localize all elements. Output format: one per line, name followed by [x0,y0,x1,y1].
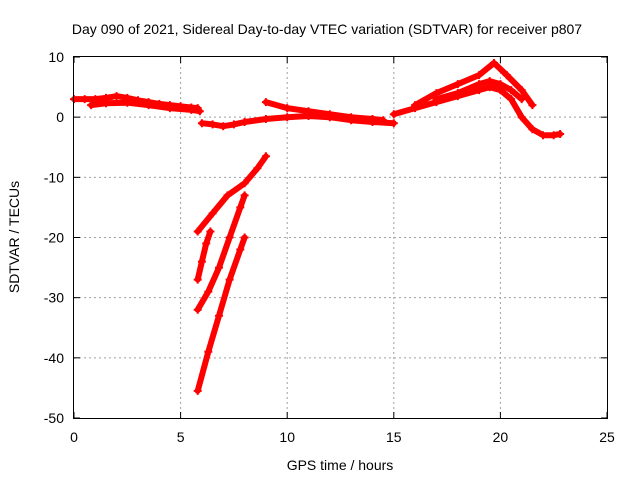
data-point [215,263,223,272]
data-point [411,101,420,110]
data-point [193,305,202,314]
data-point [208,120,217,129]
y-tick-label: 10 [48,49,64,65]
series-line-track-e [390,84,564,139]
data-point [215,311,223,320]
data-point [379,116,388,125]
data-point [502,71,511,80]
data-point [389,110,398,119]
data-point [347,113,356,122]
data-point [261,152,270,161]
data-point [261,115,270,123]
data-point [517,86,526,95]
data-point [389,119,398,128]
data-point [219,122,228,131]
y-tick-label: -40 [44,350,64,366]
data-point [517,95,526,104]
data-point [240,179,249,188]
data-point [496,80,505,89]
x-tick-label: 0 [70,429,78,445]
data-point [283,104,292,113]
data-point [144,101,153,110]
data-point [240,118,249,126]
data-point [475,80,484,89]
data-point [204,287,213,296]
y-tick-label: -10 [44,169,64,185]
data-point [229,120,238,129]
data-point [112,92,121,101]
data-point [475,71,484,80]
grid [74,57,607,418]
data-point [193,227,202,236]
data-point [197,257,206,266]
data-point [193,275,202,284]
data-point [261,98,270,107]
y-tick-label: -20 [44,230,64,246]
data-point [197,119,206,128]
x-tick-label: 25 [599,429,615,445]
data-point [87,101,96,110]
data-point [195,107,204,116]
series-layer [70,59,565,395]
plot-frame [73,56,608,419]
data-point [225,275,234,284]
data-point [236,245,245,254]
y-tick-label: -30 [44,290,64,306]
data-point [223,191,232,200]
x-axis-label: GPS time / hours [287,457,394,473]
data-point [507,95,516,104]
y-axis-label: SDTVAR / TECUs [6,181,22,293]
data-point [283,113,292,122]
x-tick-label: 10 [279,429,295,445]
data-point [208,209,217,218]
data-point [123,98,132,107]
data-point [193,386,202,395]
data-point [517,113,526,122]
data-point [80,95,89,104]
data-point [556,130,565,138]
x-tick-label: 15 [386,429,402,445]
data-point [240,233,249,242]
data-point [453,80,462,89]
data-point [325,110,334,119]
data-point [225,233,234,242]
y-tick-label: 0 [56,109,64,125]
data-point [165,104,174,113]
data-point [490,59,498,67]
data-point [528,101,537,110]
y-tick-label: -50 [44,410,64,426]
data-point [368,115,377,123]
data-point [204,347,213,356]
series-line-track-i [194,228,214,283]
data-point [206,227,215,236]
data-point [549,131,558,140]
data-point [187,105,196,114]
x-tick-label: 5 [177,429,185,445]
data-point [539,131,547,140]
data-point [304,107,313,116]
series-line-track-h [194,153,269,235]
data-point [453,89,462,98]
axis-ticks: 0 5 10 15 20 25 -50 -40 -30 -20 -10 0 10 [44,49,615,445]
data-point [253,164,262,173]
series-line-track-f [412,60,536,109]
data-point [202,239,211,248]
chart-title: Day 090 of 2021, Sidereal Day-to-day VTE… [72,21,582,37]
x-tick-label: 20 [493,429,509,445]
data-point [485,77,494,86]
data-point [528,125,537,134]
data-point [432,95,441,104]
data-point [102,99,110,108]
data-point [240,191,249,200]
data-point [507,86,516,95]
data-point [236,203,245,212]
